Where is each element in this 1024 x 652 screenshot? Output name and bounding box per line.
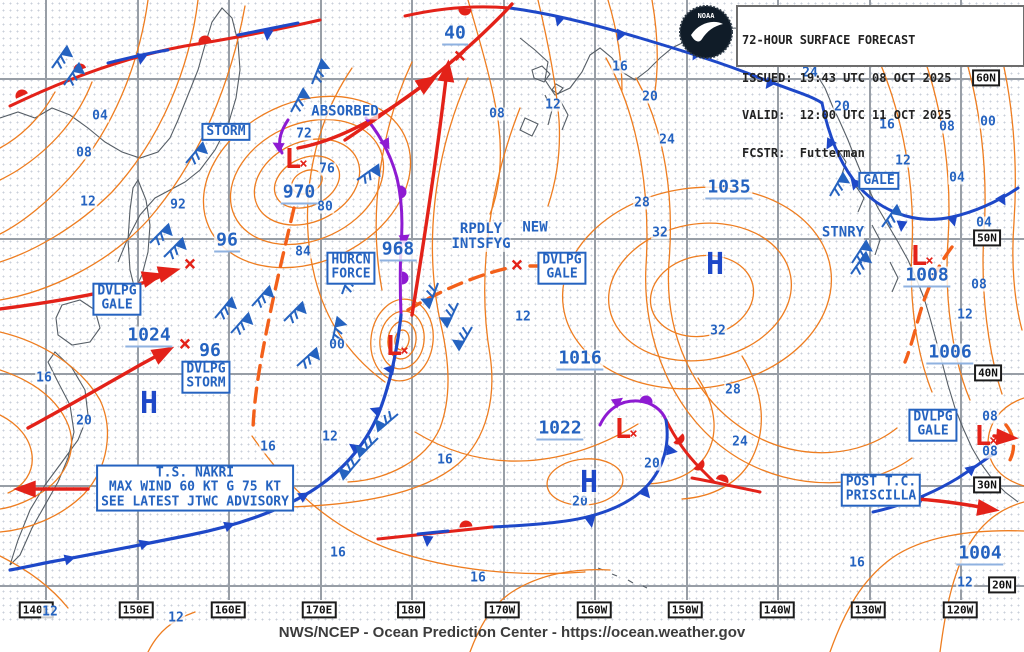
grid-line-vertical (594, 0, 596, 600)
forecast-header-box: 72-HOUR SURFACE FORECAST ISSUED: 19:43 U… (736, 5, 1024, 159)
grid-line-vertical (45, 0, 47, 600)
grid-line-vertical (777, 0, 779, 600)
coastlines (0, 7, 1019, 589)
forecast-forecaster: FCSTR: Futterman (742, 145, 865, 160)
noaa-logo: NOAA (679, 5, 733, 59)
forecast-valid: VALID: 12:00 UTC 11 OCT 2025 (742, 108, 952, 122)
wind-barb (51, 44, 74, 69)
grid-line-horizontal (0, 78, 1024, 80)
forecast-title: 72-HOUR SURFACE FORECAST (742, 33, 916, 47)
wind-barb (355, 435, 379, 459)
wind-barb (337, 457, 361, 481)
wind-barb (341, 267, 360, 295)
wind-barb (296, 346, 321, 369)
wind-barb (451, 326, 473, 352)
noaa-logo-text: NOAA (698, 12, 716, 20)
grid-line-vertical (685, 0, 688, 600)
wind-barbs-layer (51, 44, 904, 481)
wind-barb (214, 296, 238, 320)
wind-barb (290, 87, 311, 113)
grid-line-vertical (502, 0, 505, 600)
wind-barb (185, 141, 209, 165)
noaa-bird-icon (691, 21, 723, 42)
dotted-graticule-background (0, 0, 1024, 622)
wind-barb (311, 57, 331, 85)
wind-barb (850, 250, 873, 275)
forecast-issued: ISSUED: 19:43 UTC 08 OCT 2025 (742, 70, 952, 85)
grid-line-vertical (868, 0, 871, 600)
wind-barb (251, 284, 275, 309)
wind-barb (374, 410, 399, 433)
wind-barb (851, 239, 873, 264)
wind-barb (230, 311, 254, 336)
wind-barb (356, 163, 381, 184)
wind-barb (163, 236, 187, 260)
grid-line-vertical (319, 0, 322, 600)
trough-lines (251, 206, 1016, 462)
wind-barb (149, 222, 173, 246)
wind-barb (881, 203, 904, 228)
wind-barb (283, 300, 307, 324)
grid-line-horizontal (0, 585, 1024, 587)
wind-barb (438, 302, 459, 329)
wind-barb (63, 61, 86, 86)
grid-line-horizontal (0, 373, 1024, 375)
footer-credit: NWS/NCEP - Ocean Prediction Center - htt… (278, 624, 746, 641)
grid-line-horizontal (0, 238, 1024, 240)
grid-line-horizontal (0, 485, 1024, 487)
wind-barb (420, 282, 439, 310)
movement-arrows (0, 61, 1017, 518)
wind-barb (829, 171, 851, 197)
grid-line-vertical (960, 0, 962, 600)
